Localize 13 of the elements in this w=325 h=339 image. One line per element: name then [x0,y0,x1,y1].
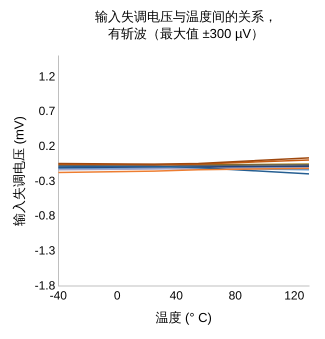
y-tick-label: -0.3 [34,174,56,188]
chart-title: 输入失调电压与温度间的关系，有斩波（最大值 ±300 µV） [94,8,278,42]
y-axis-title: 输入失调电压 (mV) [11,116,26,226]
x-tick-label: 40 [170,288,184,303]
x-tick-label: 80 [228,288,242,303]
x-tick-label: 0 [114,288,121,303]
y-tick-label: -1.3 [34,243,56,258]
x-tick-label: 120 [284,288,305,303]
y-tick-label: 1.2 [38,69,56,84]
y-tick-label: -0.8 [34,208,56,223]
x-axis-title: 温度 (° C) [155,310,212,325]
y-tick-label: 0.7 [38,104,56,118]
y-tick-label: 0.2 [38,139,56,154]
